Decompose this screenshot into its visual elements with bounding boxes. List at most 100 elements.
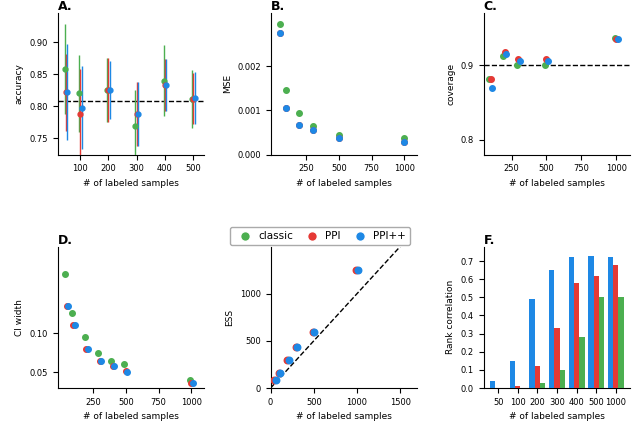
Point <box>485 75 495 82</box>
Point <box>333 131 344 138</box>
Point <box>284 356 294 363</box>
Point <box>610 34 620 41</box>
Point <box>333 134 344 141</box>
Point <box>269 377 279 384</box>
Point <box>271 377 281 384</box>
Point <box>308 329 318 336</box>
Point <box>281 105 291 112</box>
Bar <box>559 370 565 388</box>
X-axis label: # of labeled samples: # of labeled samples <box>509 412 605 421</box>
Bar <box>510 361 515 388</box>
Point <box>515 58 525 65</box>
Point <box>81 345 92 352</box>
Point <box>281 105 291 112</box>
Point <box>294 121 305 128</box>
Y-axis label: MSE: MSE <box>223 74 232 93</box>
Bar <box>490 381 495 388</box>
Text: E.: E. <box>271 234 284 246</box>
Point <box>109 363 119 370</box>
Point <box>273 370 284 377</box>
Point <box>275 370 285 377</box>
X-axis label: # of labeled samples: # of labeled samples <box>296 412 392 421</box>
Point <box>513 56 524 63</box>
Point <box>307 123 317 129</box>
Bar <box>549 270 554 388</box>
Bar <box>568 257 574 388</box>
Text: A.: A. <box>58 0 72 13</box>
Text: C.: C. <box>484 0 497 13</box>
Point <box>106 357 116 364</box>
X-axis label: # of labeled samples: # of labeled samples <box>83 179 179 188</box>
Text: F.: F. <box>484 234 495 246</box>
Point <box>108 363 118 370</box>
Bar <box>534 366 540 388</box>
Point <box>122 368 132 375</box>
Y-axis label: ESS: ESS <box>225 309 234 326</box>
Bar <box>588 255 593 388</box>
Point <box>275 30 285 37</box>
X-axis label: # of labeled samples: # of labeled samples <box>83 412 179 421</box>
Bar <box>599 297 604 388</box>
Point <box>282 356 292 363</box>
Point <box>275 30 285 37</box>
Point <box>399 134 410 141</box>
Point <box>95 358 105 365</box>
Point <box>96 358 106 365</box>
Point <box>121 367 131 374</box>
Bar <box>608 257 613 388</box>
Point <box>333 134 344 141</box>
X-axis label: # of labeled samples: # of labeled samples <box>296 179 392 188</box>
Point <box>541 56 552 63</box>
Point <box>309 329 319 336</box>
Point <box>294 121 305 128</box>
Point <box>80 334 90 341</box>
Bar <box>579 337 584 388</box>
Point <box>93 349 104 356</box>
Point <box>292 344 302 351</box>
Text: B.: B. <box>271 0 285 13</box>
Point <box>119 361 129 368</box>
Point <box>613 36 623 43</box>
Bar <box>554 328 559 388</box>
Point <box>68 322 79 329</box>
Point <box>188 379 198 386</box>
Bar <box>618 297 624 388</box>
Point <box>60 271 70 278</box>
Point <box>498 52 508 59</box>
Y-axis label: CI width: CI width <box>15 299 24 336</box>
Bar <box>515 386 520 388</box>
Point <box>351 267 362 274</box>
Point <box>63 302 73 309</box>
Point <box>540 62 550 69</box>
Point <box>487 84 497 91</box>
Bar <box>613 265 618 388</box>
Point <box>281 87 291 94</box>
Bar <box>574 283 579 388</box>
Point <box>294 109 305 116</box>
Point <box>275 20 285 27</box>
Bar <box>593 276 599 388</box>
Point <box>512 62 522 69</box>
Point <box>501 51 511 58</box>
Point <box>291 344 301 351</box>
Point <box>185 377 195 384</box>
Y-axis label: accuracy: accuracy <box>15 63 24 104</box>
Point <box>399 139 410 146</box>
Point <box>307 127 317 134</box>
X-axis label: # of labeled samples: # of labeled samples <box>509 179 605 188</box>
Legend: classic, PPI, PPI++: classic, PPI, PPI++ <box>230 227 410 245</box>
Point <box>399 139 410 146</box>
Point <box>186 379 196 386</box>
Point <box>307 127 317 134</box>
Point <box>67 310 77 317</box>
Point <box>83 345 93 352</box>
Point <box>484 75 494 82</box>
Y-axis label: coverage: coverage <box>446 63 455 105</box>
Point <box>611 36 621 43</box>
Point <box>499 48 509 55</box>
Text: D.: D. <box>58 234 72 246</box>
Point <box>61 302 72 309</box>
Point <box>70 322 80 329</box>
Point <box>353 267 363 274</box>
Bar <box>529 299 534 388</box>
